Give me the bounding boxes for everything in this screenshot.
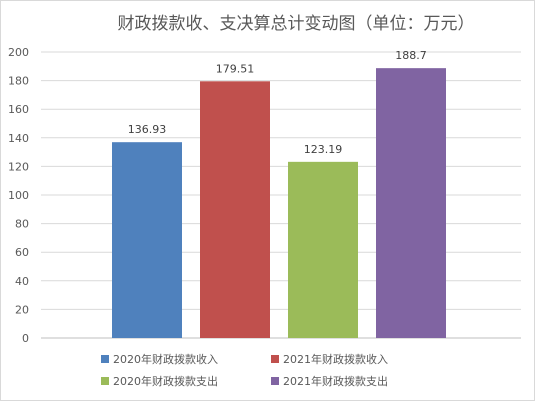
legend-item: 2021年财政拨款收入 <box>271 351 441 367</box>
legend-swatch <box>101 377 109 385</box>
y-tick-label: 160 <box>8 103 29 116</box>
data-label: 123.19 <box>304 143 343 156</box>
y-tick-label: 60 <box>15 246 29 259</box>
legend-swatch <box>101 355 109 363</box>
y-axis-ticks: 0 20 40 60 80 100 120 140 160 180 200 <box>8 46 29 345</box>
y-tick-label: 180 <box>8 75 29 88</box>
bar <box>112 142 182 338</box>
legend: 2020年财政拨款收入 2021年财政拨款收入 2020年财政拨款支出 2021年财政… <box>101 351 441 389</box>
y-tick-label: 200 <box>8 46 29 59</box>
legend-item: 2021年财政拨款支出 <box>271 373 441 389</box>
legend-item: 2020年财政拨款支出 <box>101 373 271 389</box>
data-label: 136.93 <box>128 123 167 136</box>
y-tick-label: 40 <box>15 275 29 288</box>
y-tick-label: 20 <box>15 303 29 316</box>
bar <box>288 161 358 338</box>
legend-label: 2020年财政拨款支出 <box>113 375 218 388</box>
data-labels: 136.93 179.51 123.19 188.7 <box>128 49 427 156</box>
bar <box>376 68 446 338</box>
legend-swatch <box>271 355 279 363</box>
data-label: 188.7 <box>395 49 427 62</box>
data-label: 179.51 <box>216 62 255 75</box>
chart-title: 财政拨款收、支决算总计变动图（单位：万元） <box>117 14 475 34</box>
bars <box>112 68 446 339</box>
y-tick-label: 0 <box>22 332 29 345</box>
legend-label: 2021年财政拨款收入 <box>283 353 388 366</box>
y-tick-label: 80 <box>15 218 29 231</box>
legend-swatch <box>271 377 279 385</box>
legend-label: 2021年财政拨款支出 <box>283 375 388 388</box>
y-tick-label: 120 <box>8 160 29 173</box>
y-tick-label: 140 <box>8 132 29 145</box>
legend-label: 2020年财政拨款收入 <box>113 353 218 366</box>
bar <box>200 81 270 339</box>
legend-item: 2020年财政拨款收入 <box>101 351 271 367</box>
y-tick-label: 100 <box>8 189 29 202</box>
